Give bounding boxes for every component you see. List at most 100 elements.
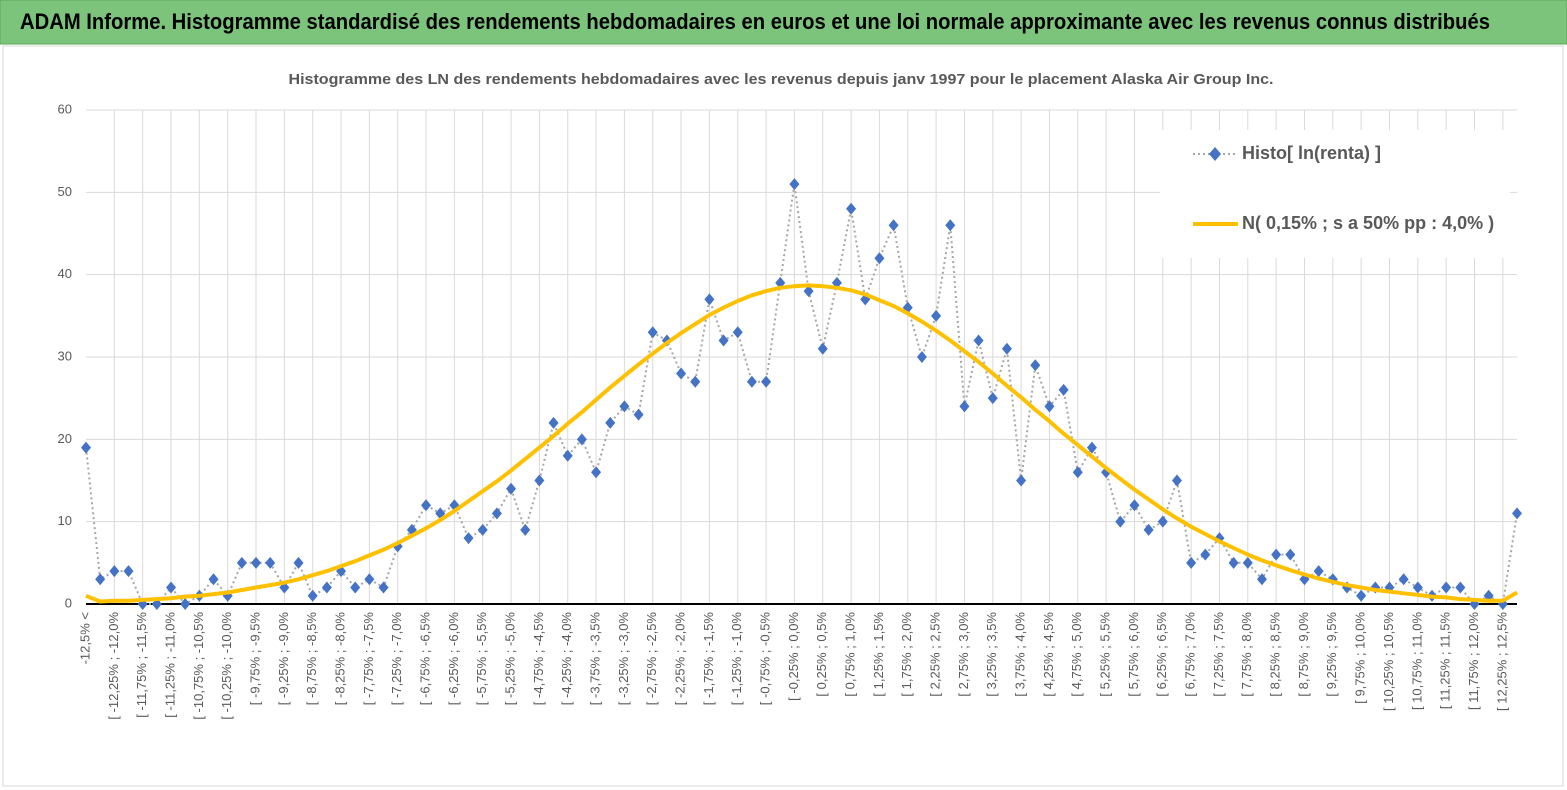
- x-tick-label: [ 1,75% ; 2,0%: [899, 612, 914, 697]
- x-tick-label: [ 4,75% ; 5,0%: [1069, 612, 1084, 697]
- point: [619, 400, 630, 413]
- point: [1129, 499, 1140, 512]
- y-tick-label: 10: [58, 513, 72, 528]
- point: [987, 392, 998, 405]
- point: [350, 581, 361, 594]
- point: [1313, 565, 1324, 578]
- x-tick-label: [ 5,25% ; 5,5%: [1098, 612, 1113, 697]
- point: [1455, 581, 1466, 594]
- chart-title: Histogramme des LN des rendements hebdom…: [289, 71, 1274, 88]
- point: [109, 565, 120, 578]
- legend-label: Histo[ ln(renta) ]: [1242, 143, 1381, 163]
- x-tick-label: [ -2,25% ; -2,0%: [673, 612, 688, 706]
- x-tick-label: [ 10,25% ; 10,5%: [1381, 612, 1396, 711]
- point: [477, 523, 488, 536]
- x-tick-label: [ -11,25% ; -11,0%: [162, 612, 177, 718]
- x-tick-label: [ -5,25% ; -5,0%: [502, 612, 517, 706]
- point: [1058, 383, 1069, 396]
- x-tick-label: [ 0,75% ; 1,0%: [843, 612, 858, 697]
- x-tick-label: [ -7,75% ; -7,5%: [361, 612, 376, 706]
- point: [1398, 573, 1409, 586]
- x-tick-label: [ 7,25% ; 7,5%: [1211, 612, 1226, 697]
- point: [605, 416, 616, 429]
- point: [931, 309, 942, 322]
- point: [1512, 507, 1522, 520]
- point: [166, 581, 177, 594]
- point: [761, 375, 772, 388]
- x-tick-label: [ -0,75% ; -0,5%: [758, 612, 773, 706]
- point: [1285, 548, 1296, 561]
- point: [1157, 515, 1168, 528]
- x-tick-label: [ 7,75% ; 8,0%: [1239, 612, 1254, 697]
- point: [251, 556, 262, 569]
- x-tick-label: [ -9,75% ; -9,5%: [247, 612, 262, 706]
- point: [506, 482, 517, 495]
- x-tick-label: [ -5,75% ; -5,5%: [474, 612, 489, 706]
- point: [236, 556, 247, 569]
- point: [817, 342, 828, 355]
- x-tick-label: [ 10,75% ; 11,0%: [1409, 612, 1424, 710]
- point: [520, 523, 531, 536]
- x-tick-label: [ 6,25% ; 6,5%: [1154, 612, 1169, 697]
- point: [1412, 581, 1423, 594]
- point: [1072, 466, 1083, 479]
- point: [576, 433, 587, 446]
- point: [1115, 515, 1126, 528]
- x-tick-label: [ 9,25% ; 9,5%: [1324, 612, 1339, 697]
- x-tick-label: [ 8,75% ; 9,0%: [1296, 612, 1311, 697]
- x-tick-label: [ 8,25% ; 8,5%: [1268, 612, 1283, 697]
- point: [789, 178, 800, 191]
- point: [1016, 474, 1027, 487]
- point: [463, 532, 474, 545]
- x-tick-label: [ 2,75% ; 3,0%: [956, 612, 971, 697]
- point: [1030, 359, 1041, 372]
- point: [1200, 548, 1211, 561]
- x-tick-label: [ 11,75% ; 12,0%: [1466, 612, 1481, 710]
- point: [888, 219, 899, 232]
- point: [293, 556, 304, 569]
- point: [732, 326, 743, 339]
- point: [421, 499, 432, 512]
- point: [1271, 548, 1282, 561]
- point: [1441, 581, 1452, 594]
- x-tick-label: [ -10,75% ; -10,5%: [191, 612, 206, 720]
- x-tick-label: [ 2,25% ; 2,5%: [928, 612, 943, 697]
- x-tick-label: [ -2,75% ; -2,5%: [644, 612, 659, 706]
- x-tick-label: [ 4,25% ; 4,5%: [1041, 612, 1056, 697]
- point: [491, 507, 502, 520]
- y-tick-label: 60: [58, 101, 72, 116]
- x-tick-label: [ 3,75% ; 4,0%: [1013, 612, 1028, 697]
- point: [973, 334, 984, 347]
- x-tick-label: [ -8,75% ; -8,5%: [304, 612, 319, 706]
- x-tick-label: [ -1,75% ; -1,5%: [701, 612, 716, 706]
- x-tick-label: [ -4,75% ; -4,5%: [531, 612, 546, 706]
- point: [916, 351, 927, 363]
- x-tick-label: [ -1,25% ; -1,0%: [729, 612, 744, 706]
- point: [364, 573, 375, 586]
- y-tick-label: 20: [58, 431, 72, 446]
- point: [846, 202, 857, 215]
- x-tick-label: [ -6,75% ; -6,5%: [417, 612, 432, 706]
- x-tick-label: [ -7,25% ; -7,0%: [389, 612, 404, 706]
- point: [562, 449, 573, 462]
- y-tick-label: 0: [65, 595, 72, 610]
- x-tick-label: [ 3,25% ; 3,5%: [984, 612, 999, 697]
- y-tick-label: 50: [58, 184, 72, 199]
- x-tick-label: [ -11,75% ; -11,5%: [134, 612, 149, 718]
- point: [95, 573, 106, 586]
- point: [208, 573, 219, 586]
- point: [1356, 589, 1367, 602]
- point: [378, 581, 389, 594]
- legend-label: N( 0,15% ; s a 50% pp : 4,0% ): [1242, 213, 1494, 233]
- y-tick-label: 40: [58, 266, 72, 281]
- header-title: ADAM Informe. Histogramme standardisé de…: [20, 9, 1490, 34]
- point: [1186, 556, 1197, 569]
- point: [633, 408, 644, 421]
- point: [321, 581, 332, 594]
- x-tick-label: [ 9,75% ; 10,0%: [1353, 612, 1368, 704]
- point: [803, 285, 814, 298]
- point: [180, 598, 191, 610]
- point: [307, 589, 318, 602]
- point: [1171, 474, 1182, 487]
